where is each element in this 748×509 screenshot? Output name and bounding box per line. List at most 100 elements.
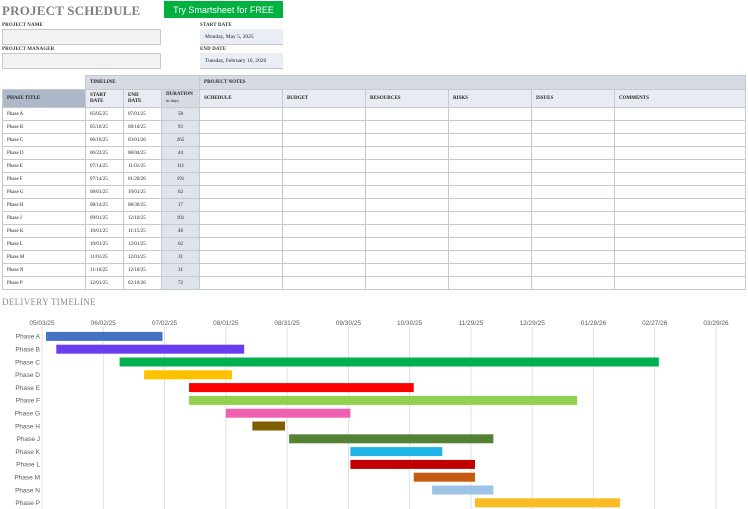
schedule-note-cell[interactable] xyxy=(199,224,284,238)
risks-note-cell[interactable] xyxy=(448,237,533,251)
issues-note-cell[interactable] xyxy=(531,237,616,251)
duration-cell[interactable]: 17 xyxy=(160,198,201,212)
phase-cell[interactable]: Phase L xyxy=(2,237,86,251)
risks-note-cell[interactable] xyxy=(448,120,533,134)
issues-note-cell[interactable] xyxy=(531,146,616,160)
end-date-cell[interactable]: 12/01/25 xyxy=(123,237,162,251)
comments-note-cell[interactable] xyxy=(614,120,747,134)
budget-note-cell[interactable] xyxy=(282,185,367,199)
risks-note-cell[interactable] xyxy=(448,107,533,121)
budget-note-cell[interactable] xyxy=(282,107,367,121)
schedule-note-cell[interactable] xyxy=(199,146,284,160)
end-date-cell[interactable]: 02/10/26 xyxy=(123,276,162,290)
phase-cell[interactable]: Phase B xyxy=(2,120,86,134)
risks-note-cell[interactable] xyxy=(448,211,533,225)
issues-note-cell[interactable] xyxy=(531,263,616,277)
risks-note-cell[interactable] xyxy=(448,224,533,238)
schedule-note-cell[interactable] xyxy=(199,133,284,147)
end-date-cell[interactable]: 12/10/25 xyxy=(123,263,162,277)
end-date-cell[interactable]: 10/01/25 xyxy=(123,185,162,199)
issues-note-cell[interactable] xyxy=(531,224,616,238)
budget-note-cell[interactable] xyxy=(282,237,367,251)
comments-note-cell[interactable] xyxy=(614,263,747,277)
issues-note-cell[interactable] xyxy=(531,133,616,147)
resources-note-cell[interactable] xyxy=(365,107,450,121)
issues-note-cell[interactable] xyxy=(531,172,616,186)
duration-cell[interactable]: 62 xyxy=(160,237,201,251)
budget-note-cell[interactable] xyxy=(282,146,367,160)
comments-note-cell[interactable] xyxy=(614,198,747,212)
schedule-note-cell[interactable] xyxy=(199,185,284,199)
start-date-cell[interactable]: 08/01/25 xyxy=(85,185,124,199)
start-date-cell[interactable]: 10/01/25 xyxy=(85,237,124,251)
budget-note-cell[interactable] xyxy=(282,224,367,238)
comments-note-cell[interactable] xyxy=(614,159,747,173)
risks-note-cell[interactable] xyxy=(448,250,533,264)
project-manager-field[interactable] xyxy=(2,53,161,69)
schedule-note-cell[interactable] xyxy=(199,172,284,186)
resources-note-cell[interactable] xyxy=(365,172,450,186)
duration-cell[interactable]: 31 xyxy=(160,250,201,264)
schedule-note-cell[interactable] xyxy=(199,211,284,225)
comments-note-cell[interactable] xyxy=(614,107,747,121)
risks-note-cell[interactable] xyxy=(448,172,533,186)
budget-note-cell[interactable] xyxy=(282,263,367,277)
comments-note-cell[interactable] xyxy=(614,133,747,147)
resources-note-cell[interactable] xyxy=(365,198,450,212)
comments-note-cell[interactable] xyxy=(614,185,747,199)
start-date-cell[interactable]: 12/01/25 xyxy=(85,276,124,290)
budget-note-cell[interactable] xyxy=(282,133,367,147)
phase-cell[interactable]: Phase P xyxy=(2,276,86,290)
project-name-field[interactable] xyxy=(2,29,161,45)
duration-cell[interactable]: 62 xyxy=(160,185,201,199)
resources-note-cell[interactable] xyxy=(365,276,450,290)
issues-note-cell[interactable] xyxy=(531,276,616,290)
end-date-cell[interactable]: 12/01/25 xyxy=(123,250,162,264)
schedule-note-cell[interactable] xyxy=(199,159,284,173)
risks-note-cell[interactable] xyxy=(448,198,533,212)
phase-cell[interactable]: Phase J xyxy=(2,211,86,225)
phase-cell[interactable]: Phase A xyxy=(2,107,86,121)
end-date-cell[interactable]: 12/10/25 xyxy=(123,211,162,225)
issues-note-cell[interactable] xyxy=(531,250,616,264)
risks-note-cell[interactable] xyxy=(448,146,533,160)
duration-cell[interactable]: 265 xyxy=(160,133,201,147)
budget-note-cell[interactable] xyxy=(282,198,367,212)
start-date-cell[interactable]: 08/14/25 xyxy=(85,198,124,212)
phase-cell[interactable]: Phase K xyxy=(2,224,86,238)
phase-cell[interactable]: Phase G xyxy=(2,185,86,199)
start-date-field[interactable]: Monday, May 5, 2025 xyxy=(200,29,283,45)
end-date-cell[interactable]: 11/01/25 xyxy=(123,159,162,173)
duration-cell[interactable]: 191 xyxy=(160,172,201,186)
risks-note-cell[interactable] xyxy=(448,263,533,277)
comments-note-cell[interactable] xyxy=(614,237,747,251)
resources-note-cell[interactable] xyxy=(365,224,450,238)
phase-cell[interactable]: Phase F xyxy=(2,172,86,186)
budget-note-cell[interactable] xyxy=(282,276,367,290)
issues-note-cell[interactable] xyxy=(531,107,616,121)
end-date-cell[interactable]: 07/01/25 xyxy=(123,107,162,121)
try-smartsheet-button[interactable]: Try Smartsheet for FREE xyxy=(164,1,283,18)
schedule-note-cell[interactable] xyxy=(199,120,284,134)
resources-note-cell[interactable] xyxy=(365,263,450,277)
schedule-note-cell[interactable] xyxy=(199,107,284,121)
end-date-cell[interactable]: 01/20/26 xyxy=(123,172,162,186)
schedule-note-cell[interactable] xyxy=(199,250,284,264)
phase-cell[interactable]: Phase H xyxy=(2,198,86,212)
comments-note-cell[interactable] xyxy=(614,172,747,186)
budget-note-cell[interactable] xyxy=(282,159,367,173)
start-date-cell[interactable]: 11/10/25 xyxy=(85,263,124,277)
resources-note-cell[interactable] xyxy=(365,146,450,160)
resources-note-cell[interactable] xyxy=(365,133,450,147)
start-date-cell[interactable]: 05/05/25 xyxy=(85,107,124,121)
start-date-cell[interactable]: 11/01/25 xyxy=(85,250,124,264)
duration-cell[interactable]: 44 xyxy=(160,146,201,160)
resources-note-cell[interactable] xyxy=(365,185,450,199)
comments-note-cell[interactable] xyxy=(614,250,747,264)
comments-note-cell[interactable] xyxy=(614,211,747,225)
duration-cell[interactable]: 111 xyxy=(160,159,201,173)
comments-note-cell[interactable] xyxy=(614,276,747,290)
issues-note-cell[interactable] xyxy=(531,198,616,212)
duration-cell[interactable]: 72 xyxy=(160,276,201,290)
duration-cell[interactable]: 31 xyxy=(160,263,201,277)
